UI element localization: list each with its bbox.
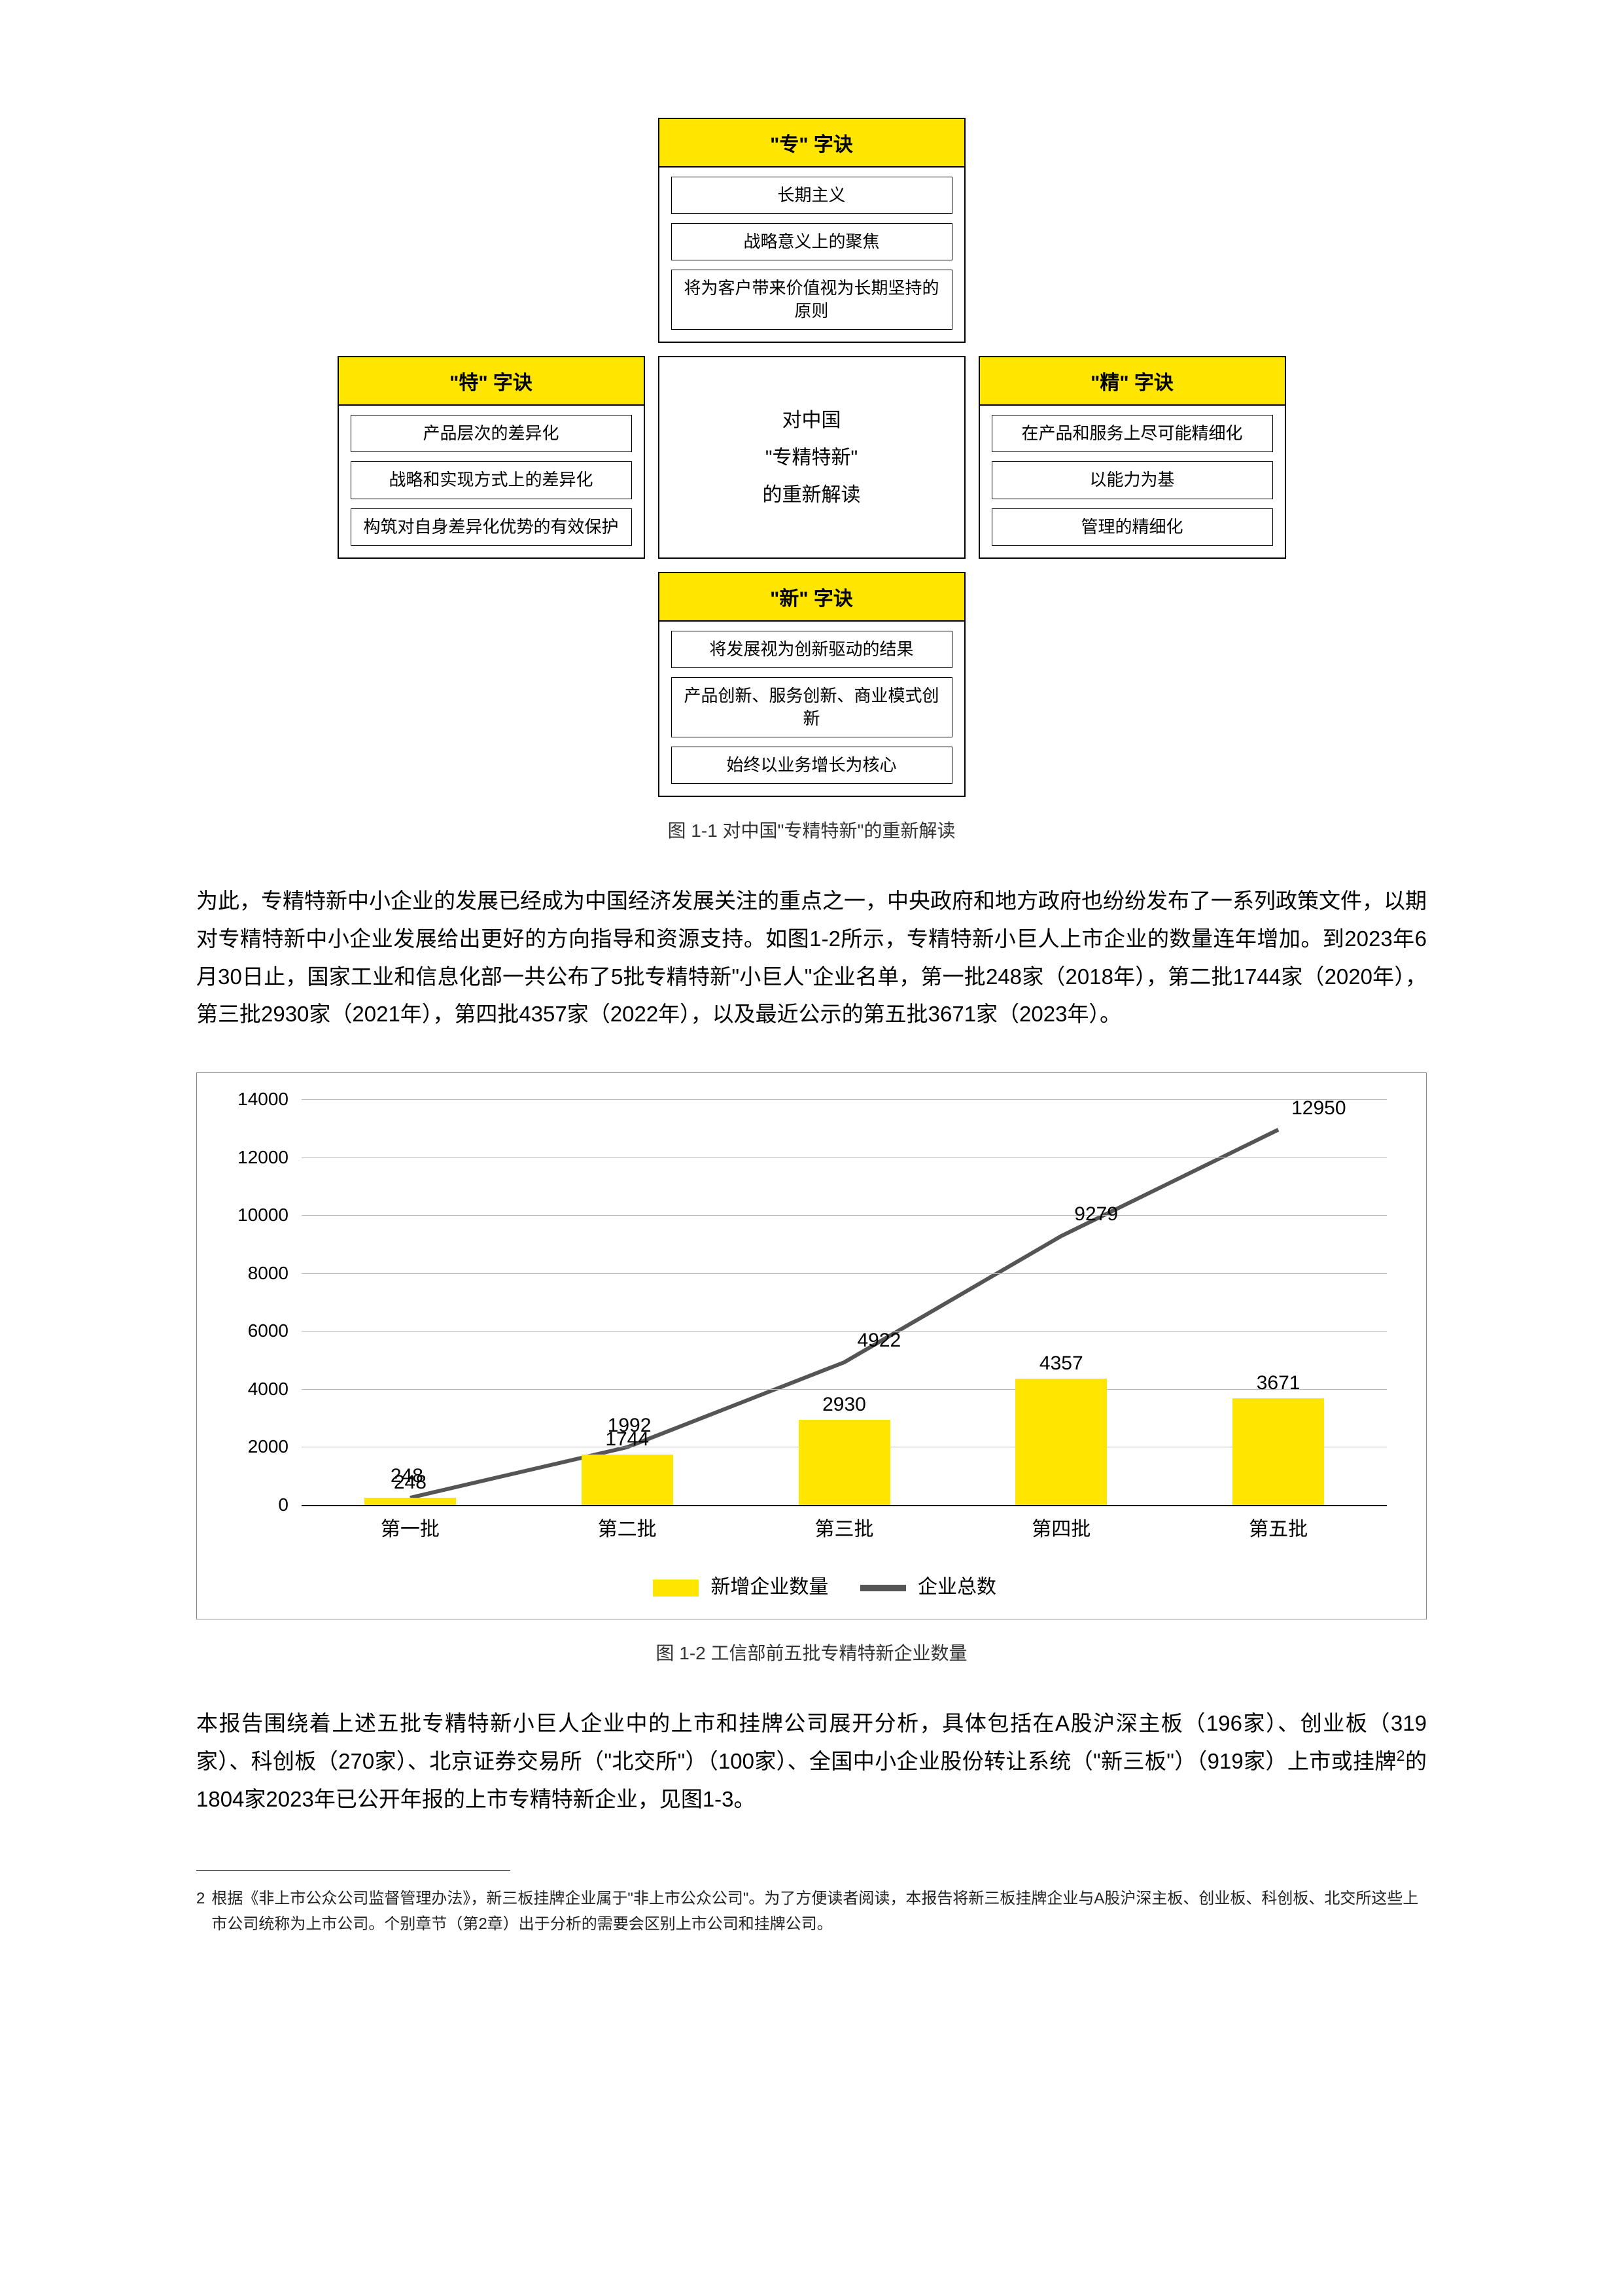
body-paragraph-2-pre: 本报告围绕着上述五批专精特新小巨人企业中的上市和挂牌公司展开分析，具体包括在A股… [196,1711,1427,1773]
diagram-item: 战略意义上的聚焦 [671,223,952,260]
diagram-card-right-title: "精" 字诀 [980,357,1285,406]
chart-bar-label: 3671 [1213,1372,1344,1394]
chart-gridline [302,1215,1387,1216]
diagram-item: 将为客户带来价值视为长期坚持的原则 [671,270,952,330]
chart-ytick-label: 14000 [237,1089,302,1110]
footnote-number: 2 [196,1886,205,1937]
reinterpretation-diagram: "专" 字诀 长期主义 战略意义上的聚焦 将为客户带来价值视为长期坚持的原则 "… [338,118,1286,797]
chart-gridline [302,1157,1387,1158]
chart-bar [1015,1379,1107,1505]
chart-bar [364,1498,456,1505]
diagram-item: 产品层次的差异化 [351,415,632,452]
chart-bar [582,1455,673,1505]
chart-line-label: 248 [391,1465,423,1487]
chart-bar [799,1420,890,1505]
chart-line-label: 9279 [1074,1203,1118,1226]
chart-ytick-label: 8000 [248,1263,302,1284]
chart-gridline [302,1099,1387,1100]
diagram-card-bottom-title: "新" 字诀 [659,573,964,622]
footnote-rule [196,1870,510,1871]
legend-label-bar: 新增企业数量 [710,1576,828,1598]
chart-ytick-label: 10000 [237,1205,302,1226]
diagram-card-left-title: "特" 字诀 [339,357,644,406]
chart-line-label: 12950 [1291,1097,1346,1120]
diagram-item: 将发展视为创新驱动的结果 [671,631,952,668]
chart-caption: 图 1-2 工信部前五批专精特新企业数量 [196,1639,1427,1665]
diagram-card-bottom: "新" 字诀 将发展视为创新驱动的结果 产品创新、服务创新、商业模式创新 始终以… [658,572,966,797]
diagram-item: 始终以业务增长为核心 [671,747,952,784]
legend-label-line: 企业总数 [918,1576,996,1598]
legend-swatch-bar [653,1580,699,1597]
diagram-item: 构筑对自身差异化优势的有效保护 [351,508,632,546]
chart-ytick-label: 4000 [248,1379,302,1400]
diagram-center-line: 对中国 [782,402,841,439]
footnote-text: 根据《非上市公众公司监督管理办法》，新三板挂牌企业属于"非上市公众公司"。为了方… [211,1886,1427,1937]
diagram-card-left: "特" 字诀 产品层次的差异化 战略和实现方式上的差异化 构筑对自身差异化优势的… [338,356,645,558]
diagram-card-top-title: "专" 字诀 [659,119,964,168]
chart-xtick-label: 第二批 [562,1513,693,1542]
diagram-center-line: 的重新解读 [763,476,861,514]
chart-xtick-label: 第四批 [996,1513,1126,1542]
chart-bar-label: 2930 [779,1394,910,1416]
chart-xtick-label: 第三批 [779,1513,910,1542]
chart-legend: 新增企业数量 企业总数 [223,1570,1400,1599]
diagram-item: 管理的精细化 [992,508,1273,546]
body-paragraph-2: 本报告围绕着上述五批专精特新小巨人企业中的上市和挂牌公司展开分析，具体包括在A股… [196,1704,1427,1818]
diagram-card-right: "精" 字诀 在产品和服务上尽可能精细化 以能力为基 管理的精细化 [979,356,1286,558]
chart-ytick-label: 0 [278,1494,302,1515]
chart-xtick-label: 第五批 [1213,1513,1344,1542]
footnote: 2 根据《非上市公众公司监督管理办法》，新三板挂牌企业属于"非上市公众公司"。为… [196,1886,1427,1937]
chart-line-label: 4922 [858,1330,901,1352]
chart-ytick-label: 12000 [237,1147,302,1168]
chart-bar [1232,1398,1324,1505]
diagram-item: 产品创新、服务创新、商业模式创新 [671,677,952,737]
chart-line-label: 1992 [608,1415,652,1437]
footnote-ref: 2 [1397,1747,1405,1764]
body-paragraph-1: 为此，专精特新中小企业的发展已经成为中国经济发展关注的重点之一，中央政府和地方政… [196,882,1427,1033]
diagram-caption: 图 1-1 对中国"专精特新"的重新解读 [196,817,1427,843]
chart-xtick-label: 第一批 [345,1513,476,1542]
chart-gridline [302,1331,1387,1332]
chart-gridline [302,1273,1387,1274]
diagram-item: 以能力为基 [992,461,1273,499]
diagram-item: 在产品和服务上尽可能精细化 [992,415,1273,452]
chart-ytick-label: 6000 [248,1320,302,1341]
diagram-item: 长期主义 [671,177,952,214]
diagram-center-line: "专精特新" [765,439,858,476]
enterprise-count-chart: 0200040006000800010000120001400024817442… [196,1072,1427,1619]
legend-swatch-line [860,1585,906,1591]
diagram-card-top: "专" 字诀 长期主义 战略意义上的聚焦 将为客户带来价值视为长期坚持的原则 [658,118,966,343]
diagram-item: 战略和实现方式上的差异化 [351,461,632,499]
chart-bar-label: 4357 [996,1352,1126,1375]
chart-ytick-label: 2000 [248,1436,302,1457]
diagram-center: 对中国 "专精特新" 的重新解读 [658,356,966,558]
